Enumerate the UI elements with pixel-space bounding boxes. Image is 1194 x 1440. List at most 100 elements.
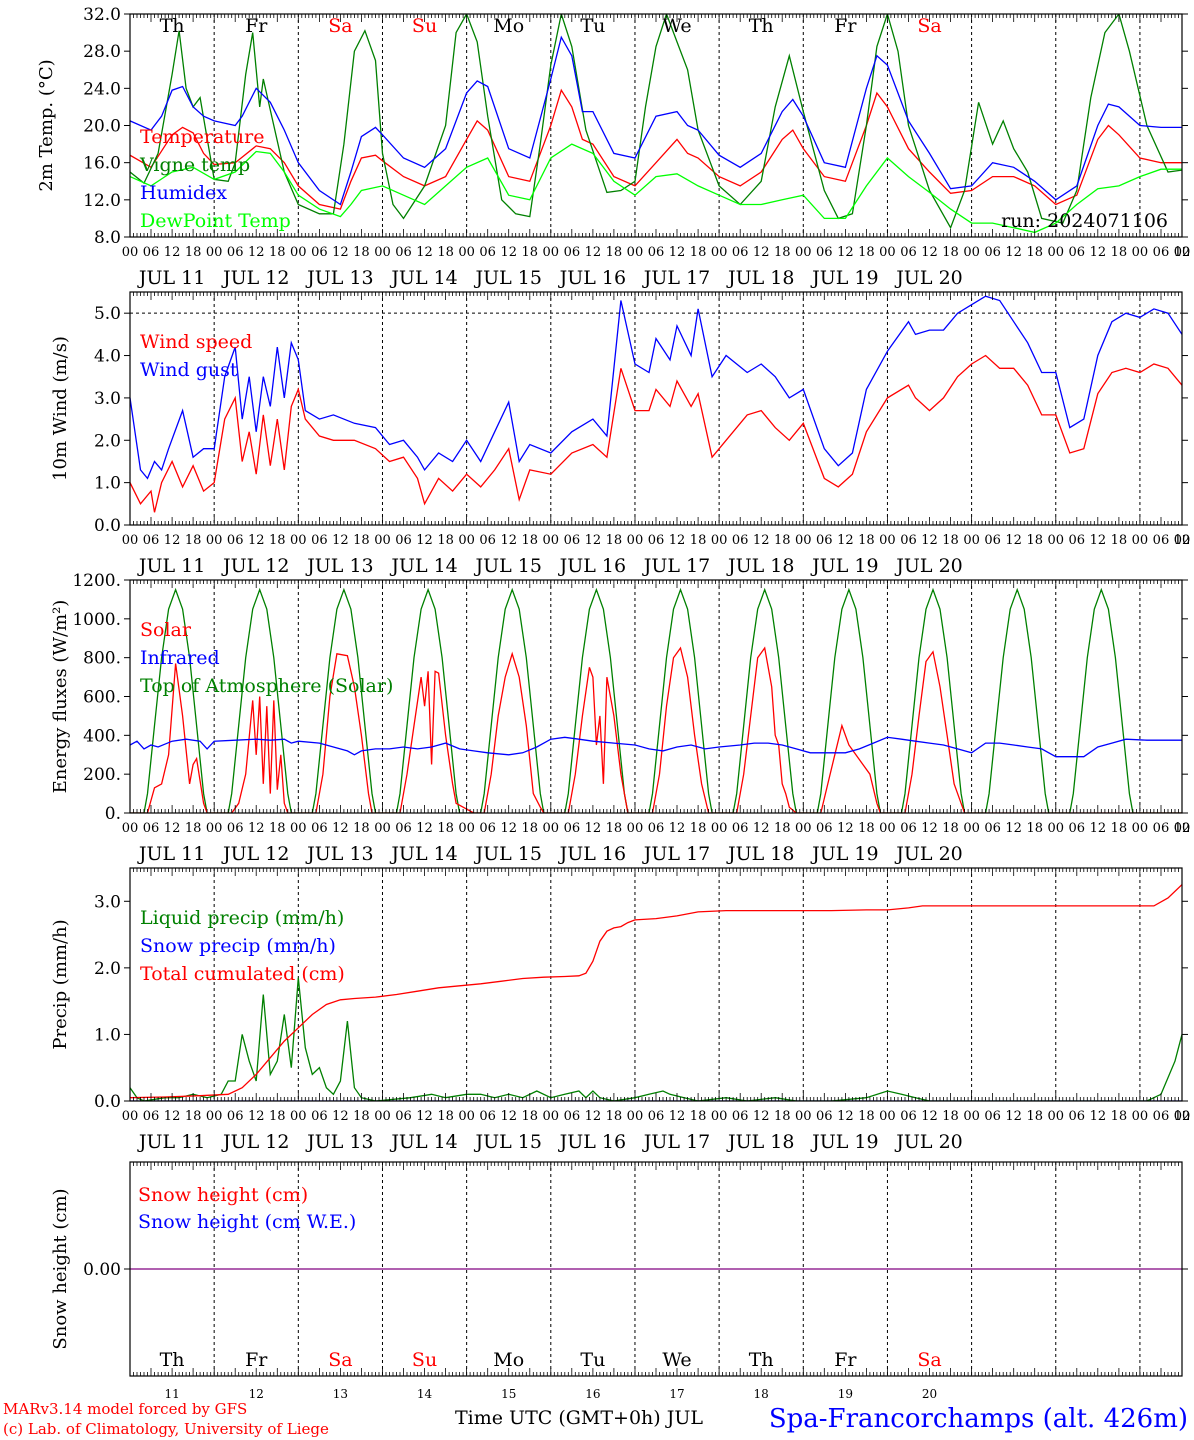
date-label: JUL 13 xyxy=(305,555,373,577)
hour-tick-label: 18 xyxy=(606,245,623,260)
y-tick-label: 2.0 xyxy=(94,959,121,979)
hour-tick-label: 00 xyxy=(290,821,307,836)
day-name: Sa xyxy=(328,1349,352,1371)
hour-tick-label: 00 xyxy=(1174,245,1191,260)
hour-tick-label: 18 xyxy=(185,821,202,836)
series-line-solar xyxy=(130,646,1182,813)
hour-tick-label: 18 xyxy=(606,1109,623,1124)
date-label: JUL 19 xyxy=(810,555,878,577)
hour-tick-label: 12 xyxy=(669,1109,686,1124)
hour-tick-label: 18 xyxy=(606,821,623,836)
hour-tick-label: 00 xyxy=(879,1109,896,1124)
hour-tick-label: 18 xyxy=(185,1109,202,1124)
panel-1: 8.0 12.0 16.0 20.0 24.0 28.0 32.0 2m Temp. (°C)… xyxy=(36,5,1190,289)
hour-tick-label: 18 xyxy=(858,821,875,836)
hour-tick-label: 00 xyxy=(711,1109,728,1124)
hour-tick-label: 12 xyxy=(416,1109,433,1124)
day-name: Th xyxy=(160,1349,185,1371)
y-tick-label: 800. xyxy=(83,649,121,669)
y-tick-label: 3.0 xyxy=(94,389,121,409)
date-label: JUL 16 xyxy=(558,555,626,577)
date-label: JUL 15 xyxy=(473,843,541,865)
hour-tick-label: 18 xyxy=(353,821,370,836)
hour-tick-label: 18 xyxy=(774,821,791,836)
date-label: JUL 20 xyxy=(894,267,962,289)
legend-entry: Infrared xyxy=(140,647,220,669)
y-tick-label: 3.0 xyxy=(94,892,121,912)
y-tick-label: 1000. xyxy=(72,610,121,630)
hour-tick-label: 18 xyxy=(269,821,286,836)
hour-tick-label: 12 xyxy=(921,1109,938,1124)
hour-tick-label: 12 xyxy=(585,1109,602,1124)
hour-tick-label: 18 xyxy=(1026,1109,1043,1124)
hour-tick-label: 18 xyxy=(185,533,202,548)
hour-tick-label: 12 xyxy=(1174,533,1191,548)
hour-tick-label: 18 xyxy=(942,533,959,548)
hour-tick-label: 00 xyxy=(374,533,391,548)
day-name: We xyxy=(662,1349,691,1371)
hour-tick-label: 18 xyxy=(437,1109,454,1124)
hour-tick-label: 12 xyxy=(921,533,938,548)
hour-tick-label: 00 xyxy=(122,245,139,260)
day-name: Th xyxy=(160,15,185,37)
y-axis-label: 2m Temp. (°C) xyxy=(36,59,57,191)
day-number: 15 xyxy=(501,1387,516,1401)
hour-tick-label: 06 xyxy=(1069,533,1086,548)
hour-tick-label: 18 xyxy=(1026,245,1043,260)
panel-5: 0.00 Snow height (cm) Snow height (cm) Snow… xyxy=(50,1161,1188,1401)
hour-tick-label: 12 xyxy=(921,245,938,260)
hour-tick-label: 00 xyxy=(627,245,644,260)
hour-tick-label: 00 xyxy=(290,1109,307,1124)
hour-tick-label: 12 xyxy=(1090,245,1107,260)
hour-tick-label: 12 xyxy=(164,533,181,548)
hour-tick-label: 12 xyxy=(500,245,517,260)
y-axis-label: 10m Wind (m/s) xyxy=(50,336,71,481)
hour-tick-label: 12 xyxy=(416,245,433,260)
legend-entry: Liquid precip (mm/h) xyxy=(140,907,344,929)
hour-tick-label: 06 xyxy=(143,1109,160,1124)
date-label: JUL 14 xyxy=(389,555,457,577)
day-name: Sa xyxy=(917,1349,941,1371)
y-axis-label: Energy fluxes (W/m²) xyxy=(50,600,71,794)
hour-tick-label: 00 xyxy=(1047,533,1064,548)
series-line-dewpoint-temp xyxy=(130,143,1182,234)
hour-tick-label: 18 xyxy=(774,1109,791,1124)
hour-tick-label: 12 xyxy=(332,533,349,548)
date-label: JUL 16 xyxy=(558,267,626,289)
day-number: 11 xyxy=(164,1387,179,1401)
y-tick-label: 0.0 xyxy=(94,1092,121,1112)
day-number: 13 xyxy=(333,1387,348,1401)
y-tick-label: 0. xyxy=(105,804,121,824)
hour-tick-label: 06 xyxy=(479,533,496,548)
date-label: JUL 19 xyxy=(810,843,878,865)
x-ticks xyxy=(129,1162,1183,1376)
date-label: JUL 17 xyxy=(642,843,710,865)
y-tick-label: 12.0 xyxy=(83,191,121,211)
hour-tick-label: 12 xyxy=(1005,533,1022,548)
hour-tick-label: 06 xyxy=(311,821,328,836)
x-ticks xyxy=(129,580,1183,813)
hour-tick-label: 06 xyxy=(900,245,917,260)
day-number: 16 xyxy=(585,1387,600,1401)
day-name: Th xyxy=(749,15,774,37)
date-label: JUL 11 xyxy=(137,843,205,865)
hour-tick-label: 12 xyxy=(164,245,181,260)
hour-tick-label: 00 xyxy=(963,821,980,836)
hour-tick-label: 00 xyxy=(458,245,475,260)
hour-tick-label: 00 xyxy=(711,245,728,260)
hour-tick-label: 06 xyxy=(227,1109,244,1124)
hour-tick-label: 06 xyxy=(984,1109,1001,1124)
hour-tick-label: 18 xyxy=(858,245,875,260)
series-line-total-cumulated-cm- xyxy=(130,884,1182,1099)
hour-tick-label: 18 xyxy=(521,245,538,260)
hour-tick-label: 00 xyxy=(795,245,812,260)
hour-tick-label: 06 xyxy=(395,245,412,260)
hour-tick-label: 06 xyxy=(984,245,1001,260)
hour-tick-label: 00 xyxy=(879,245,896,260)
x-axis-title: Time UTC (GMT+0h) JUL xyxy=(455,1407,703,1429)
day-number: 12 xyxy=(249,1387,264,1401)
series-line-wind-speed xyxy=(130,354,1182,513)
hour-tick-label: 06 xyxy=(984,533,1001,548)
hour-tick-label: 00 xyxy=(290,533,307,548)
hour-tick-label: 18 xyxy=(858,1109,875,1124)
